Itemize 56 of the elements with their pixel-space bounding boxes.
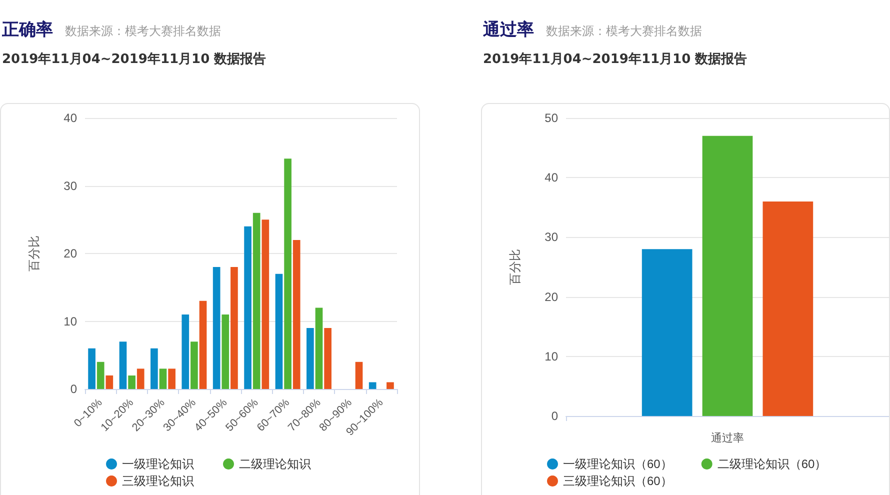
bar [284, 158, 292, 389]
bar [275, 274, 283, 389]
bar [315, 308, 323, 389]
y-tick-label: 0 [70, 382, 78, 396]
text: 2019年11月04~2019年11月10 数据报告 [483, 50, 748, 68]
bar [702, 136, 753, 416]
chart-subtitle: 数据来源：模考大赛排名数据 [546, 24, 702, 38]
bar [642, 249, 692, 416]
bar [190, 342, 198, 389]
bar [88, 348, 96, 389]
y-tick-label: 30 [64, 178, 78, 193]
y-tick-label: 50 [544, 111, 558, 125]
y-tick-label: 20 [64, 246, 78, 260]
bar [762, 201, 814, 416]
bar [244, 226, 252, 389]
bar [159, 368, 167, 389]
bar [230, 267, 238, 389]
legend-label: 二级理论知识（60） [717, 457, 851, 471]
bar [96, 362, 104, 389]
bar [368, 382, 376, 389]
legend-label: 三级理论知识（60） [563, 474, 696, 488]
bar [252, 212, 260, 389]
y-axis-title: 百分比 [508, 249, 522, 285]
y-tick-label: 30 [544, 230, 558, 244]
chart-subtitle: 数据来源：模考大赛排名数据 [65, 24, 221, 38]
bar [386, 382, 394, 389]
y-tick-label: 40 [544, 170, 558, 185]
bar [168, 368, 176, 389]
y-tick-label: 10 [544, 349, 558, 364]
bar [136, 368, 144, 389]
bar [199, 300, 207, 389]
chart-title: 正确率 [2, 20, 53, 40]
legend-label: 一级理论知识 [122, 457, 218, 471]
legend-label: 二级理论知识 [239, 457, 335, 471]
y-tick-label: 40 [64, 111, 78, 125]
bar [212, 267, 220, 389]
bar [292, 240, 300, 389]
y-tick-label: 0 [551, 409, 558, 423]
bar [182, 314, 190, 389]
bar [106, 375, 114, 389]
bar [324, 328, 332, 389]
bar [119, 342, 127, 389]
legend-label: 三级理论知识 [122, 474, 218, 488]
bar [355, 362, 363, 389]
y-tick-label: 10 [64, 314, 78, 328]
bar [306, 328, 314, 389]
y-axis-title: 百分比 [27, 236, 41, 272]
x-axis-title: 通过率 [711, 431, 744, 444]
bar [128, 375, 136, 389]
legend-label: 一级理论知识（60） [563, 457, 696, 471]
bar [150, 348, 158, 389]
chart-title: 通过率 [483, 20, 534, 40]
y-tick-label: 20 [544, 290, 558, 304]
text: 2019年11月04~2019年11月10 数据报告 [2, 50, 266, 68]
bar [262, 220, 270, 389]
bar [222, 314, 230, 389]
